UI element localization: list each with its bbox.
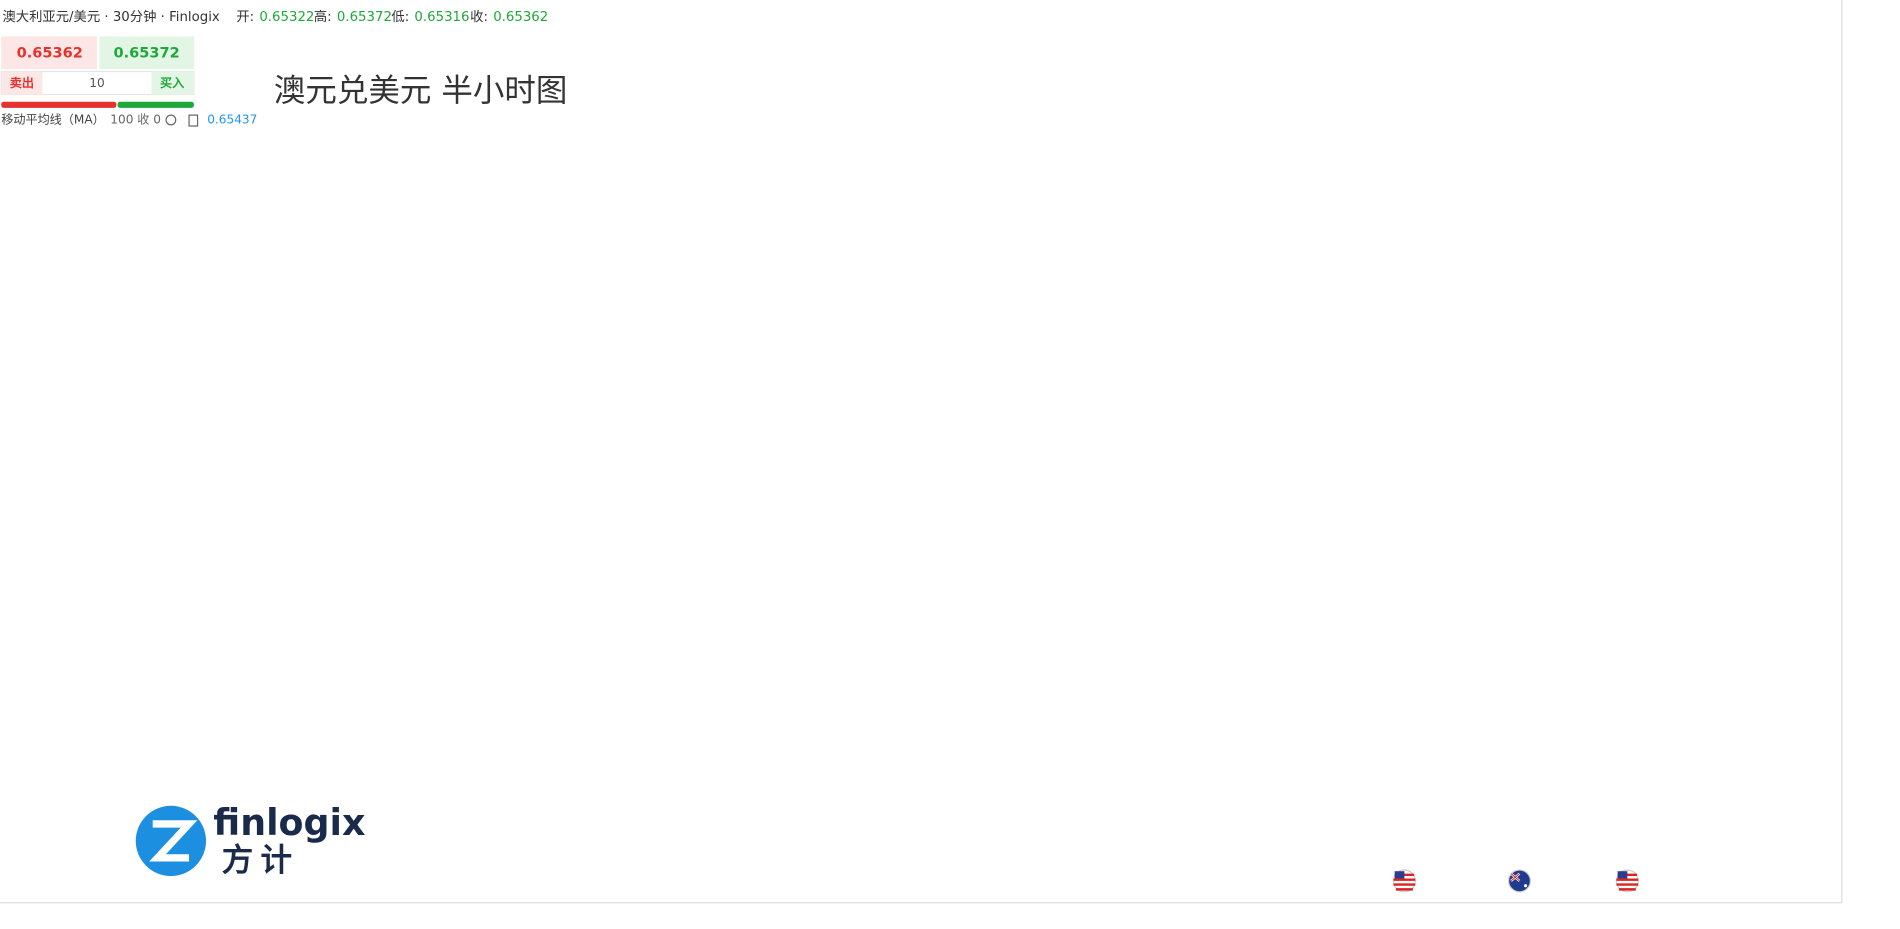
ohlc-value: 0.65362 bbox=[493, 10, 548, 25]
event-flags bbox=[1392, 869, 1639, 893]
flag-us[interactable] bbox=[1392, 869, 1416, 893]
sell-button[interactable] bbox=[1, 71, 43, 95]
ohlc-label: 低: bbox=[391, 9, 409, 25]
ma-params: 100 收 0 bbox=[110, 112, 161, 126]
trade-panel: 0.65362 0.65372 卖出 10 买入 bbox=[0, 36, 195, 108]
buy-box[interactable] bbox=[99, 36, 194, 70]
header: 澳大利亚元/美元 · 30分钟 · Finlogix 开: 0.65322 高:… bbox=[2, 8, 548, 25]
settings-icon[interactable] bbox=[165, 114, 177, 126]
buy-button[interactable] bbox=[151, 71, 194, 95]
logo-glyph bbox=[149, 820, 198, 862]
sell-box[interactable] bbox=[1, 36, 97, 70]
ohlc-label: 高: bbox=[314, 8, 332, 25]
ohlc-label: 收: bbox=[470, 9, 488, 25]
ma-label: 移动平均线（MA） bbox=[1, 112, 105, 126]
sell-price[interactable]: 0.65362 bbox=[17, 45, 83, 61]
flag-us[interactable] bbox=[1615, 869, 1639, 893]
buy-bar bbox=[117, 101, 194, 108]
chart-title: 澳元兑美元 半小时图 bbox=[274, 73, 568, 109]
ma-legend: 移动平均线（MA） 100 收 0 0.65437 bbox=[1, 112, 257, 127]
logo: finlogix 方计 bbox=[135, 801, 365, 879]
logo-name-cn: 方计 bbox=[222, 842, 300, 879]
ohlc-value: 0.65316 bbox=[414, 10, 469, 25]
ohlc-label: 开: bbox=[236, 10, 254, 25]
symbol: 澳大利亚元/美元 · 30分钟 · Finlogix bbox=[2, 8, 219, 25]
delete-icon[interactable] bbox=[188, 114, 199, 127]
sell-bar bbox=[1, 101, 117, 108]
buy-button-label[interactable]: 买入 bbox=[160, 76, 185, 90]
buy-price[interactable]: 0.65372 bbox=[114, 45, 180, 61]
axis-bg bbox=[0, 902, 1900, 929]
sell-button-label[interactable]: 卖出 bbox=[10, 75, 34, 90]
logo-name: finlogix bbox=[213, 801, 365, 844]
flag-au[interactable] bbox=[1507, 869, 1532, 893]
ohlc-value: 0.65322 bbox=[259, 10, 314, 25]
ohlc-value: 0.65372 bbox=[337, 10, 392, 25]
quantity[interactable]: 10 bbox=[89, 76, 104, 90]
ma-value: 0.65437 bbox=[207, 112, 257, 126]
axis-bg bbox=[1841, 0, 1900, 929]
